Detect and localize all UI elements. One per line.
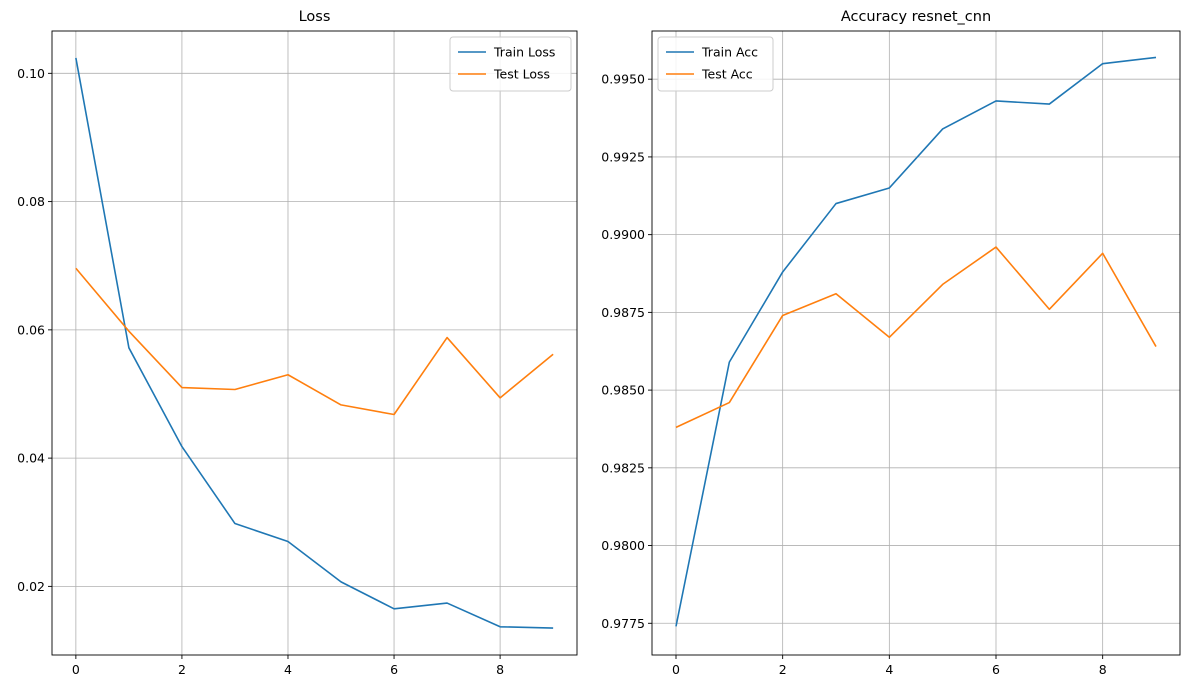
y-tick-label: 0.9850 [601,383,645,398]
y-tick-label: 0.04 [17,451,45,466]
x-tick-label: 8 [1099,662,1107,677]
legend-label: Train Loss [493,45,555,60]
y-tick-label: 0.08 [17,194,45,209]
accuracy-chart: 0 2 4 6 8 0.9775 0.9800 0.9825 0.9850 0.9875 0.990… [601,9,1181,677]
legend: Train Acc Test Acc [657,36,774,92]
x-tick-label: 0 [672,662,680,677]
series-line-0 [675,56,1157,627]
axes-frame [51,30,578,656]
x-tick-label: 4 [284,662,292,677]
chart-title: Accuracy resnet_cnn [841,9,991,25]
x-tick-label: 2 [178,662,186,677]
legend-box [449,36,572,92]
y-tick-label: 0.02 [17,579,45,594]
y-tick-label: 0.10 [17,66,45,81]
y-tick-label: 0.9875 [601,305,645,320]
legend-box [657,36,774,92]
legend: Train Loss Test Loss [449,36,572,92]
y-tick-label: 0.9900 [601,227,645,242]
legend-label: Test Acc [701,67,753,82]
y-tick-label: 0.9925 [601,149,645,164]
axes-frame [651,30,1181,656]
series-line-1 [675,246,1157,429]
x-tick-label: 4 [885,662,893,677]
x-tick-label: 0 [72,662,80,677]
y-tick-label: 0.9825 [601,460,645,475]
x-tick-label: 6 [390,662,398,677]
y-tick-label: 0.9775 [601,616,645,631]
legend-label: Train Acc [701,45,758,60]
legend-label: Test Loss [493,67,550,82]
x-tick-label: 6 [992,662,1000,677]
series-line-1 [75,267,554,416]
y-tick-label: 0.9800 [601,538,645,553]
y-tick-label: 0.06 [17,322,45,337]
series-line-0 [75,57,554,629]
x-tick-label: 2 [779,662,787,677]
chart-title: Loss [299,9,331,25]
x-tick-label: 8 [496,662,504,677]
y-tick-label: 0.9950 [601,72,645,87]
